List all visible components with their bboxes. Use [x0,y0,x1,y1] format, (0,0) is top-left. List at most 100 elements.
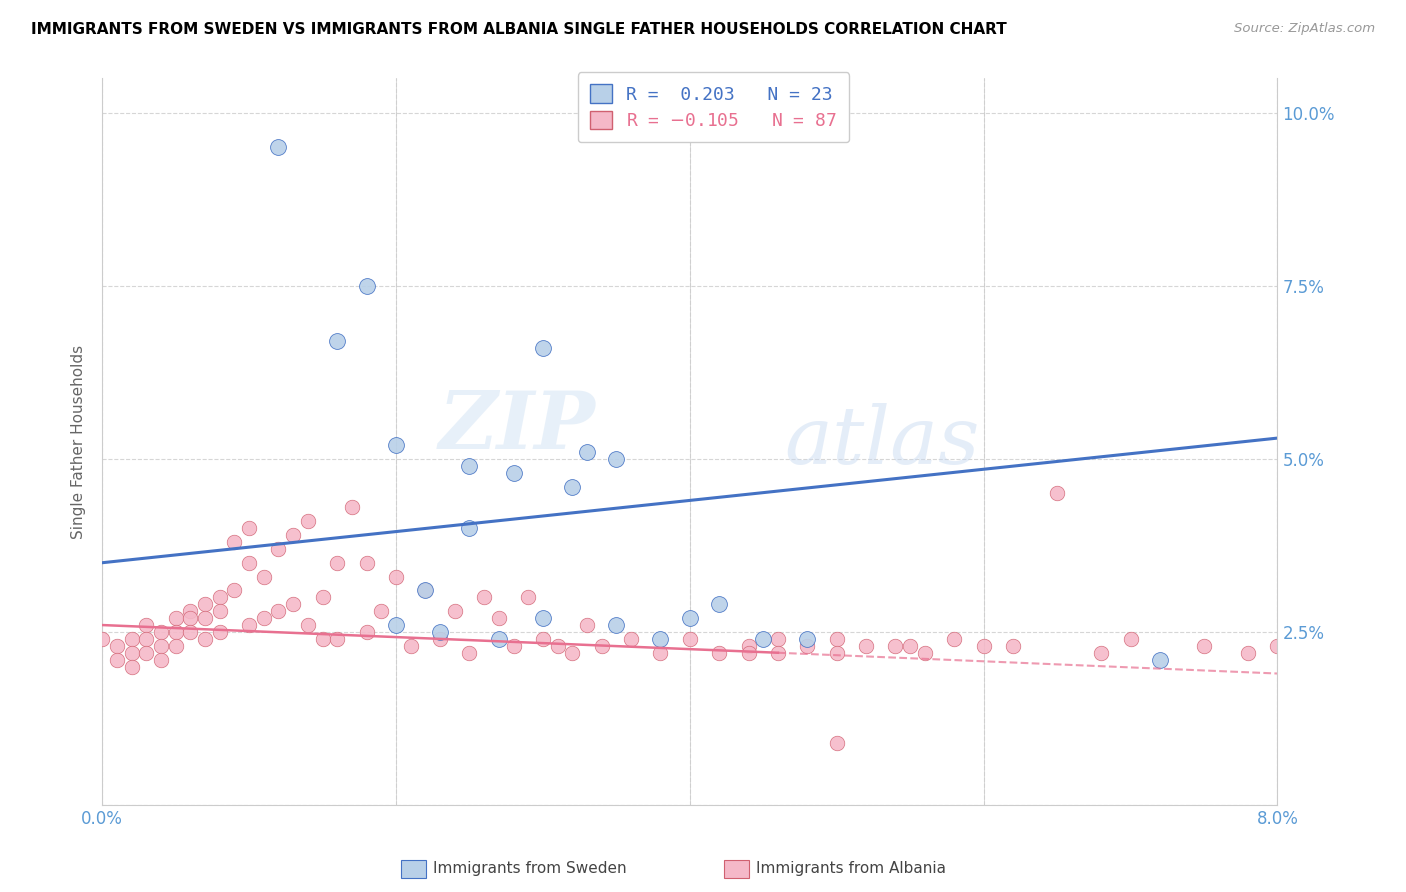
Point [1149,653,1171,667]
Point [1192,639,1215,653]
Point [429,632,451,646]
Point [297,618,319,632]
Point [561,646,583,660]
Point [238,618,260,632]
Point [385,569,408,583]
Point [208,624,231,639]
Point [238,521,260,535]
Y-axis label: Single Father Households: Single Father Households [72,344,86,539]
Point [91,632,114,646]
Point [531,632,554,646]
Point [1340,646,1362,660]
Point [399,639,422,653]
Point [135,646,157,660]
Point [297,514,319,528]
Point [267,140,290,154]
Point [517,591,540,605]
Point [194,611,217,625]
Point [458,646,481,660]
Point [488,632,510,646]
Point [766,646,789,660]
Point [766,632,789,646]
Point [356,556,378,570]
Point [884,639,907,653]
Point [105,653,128,667]
Point [825,646,848,660]
Text: ZIP: ZIP [439,388,596,466]
Point [591,639,613,653]
Point [1267,639,1289,653]
Point [149,653,172,667]
Point [825,632,848,646]
Point [709,646,731,660]
Point [356,278,378,293]
Legend: R =  0.203   N = 23, R = $-$0.105   N = 87: R = 0.203 N = 23, R = $-$0.105 N = 87 [578,72,849,142]
Point [194,597,217,611]
Point [443,604,465,618]
Point [326,556,349,570]
Point [105,639,128,653]
Point [121,632,143,646]
Point [356,624,378,639]
Point [1119,632,1142,646]
Point [121,659,143,673]
Point [650,632,672,646]
Point [620,632,643,646]
Point [385,618,408,632]
Point [311,632,333,646]
Point [575,618,598,632]
Point [472,591,495,605]
Point [709,597,731,611]
Point [370,604,392,618]
Point [1046,486,1069,500]
Point [855,639,877,653]
Point [1001,639,1024,653]
Point [149,624,172,639]
Point [575,445,598,459]
Point [224,535,246,549]
Text: Source: ZipAtlas.com: Source: ZipAtlas.com [1234,22,1375,36]
Point [605,618,627,632]
Point [825,736,848,750]
Point [458,458,481,473]
Point [385,438,408,452]
Text: atlas: atlas [783,403,979,480]
Text: Immigrants from Sweden: Immigrants from Sweden [433,862,627,876]
Point [737,646,759,660]
Point [605,451,627,466]
Point [973,639,995,653]
Point [283,597,305,611]
Point [1090,646,1112,660]
Point [531,611,554,625]
Point [547,639,569,653]
Point [340,500,363,515]
Point [650,646,672,660]
Point [253,611,276,625]
Point [898,639,921,653]
Point [208,604,231,618]
Point [165,639,187,653]
Point [415,583,437,598]
Point [149,639,172,653]
Text: Immigrants from Albania: Immigrants from Albania [756,862,946,876]
Point [488,611,510,625]
Text: IMMIGRANTS FROM SWEDEN VS IMMIGRANTS FROM ALBANIA SINGLE FATHER HOUSEHOLDS CORRE: IMMIGRANTS FROM SWEDEN VS IMMIGRANTS FRO… [31,22,1007,37]
Point [502,466,524,480]
Point [943,632,966,646]
Point [326,632,349,646]
Point [179,624,201,639]
Point [796,632,818,646]
Point [267,604,290,618]
Point [135,618,157,632]
Point [165,624,187,639]
Point [179,611,201,625]
Point [135,632,157,646]
Point [253,569,276,583]
Point [737,639,759,653]
Point [326,334,349,348]
Point [415,583,437,598]
Point [311,591,333,605]
Point [267,541,290,556]
Point [1237,646,1260,660]
Point [796,639,818,653]
